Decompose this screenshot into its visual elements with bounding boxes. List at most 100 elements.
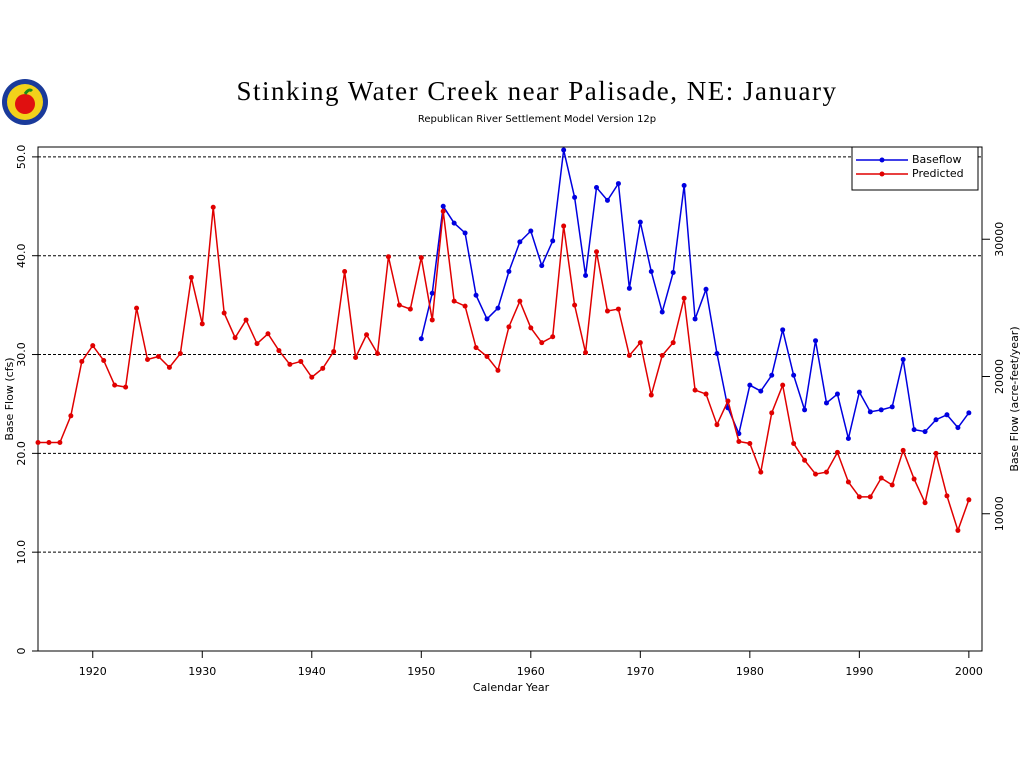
data-point bbox=[933, 417, 939, 423]
data-point bbox=[506, 324, 512, 330]
data-point bbox=[418, 255, 424, 261]
chart-title: Stinking Water Creek near Palisade, NE: … bbox=[237, 76, 838, 106]
data-point bbox=[517, 239, 523, 245]
data-point bbox=[758, 388, 764, 394]
data-point bbox=[615, 181, 621, 187]
legend-marker bbox=[879, 171, 885, 177]
data-point bbox=[714, 351, 720, 357]
data-point bbox=[714, 422, 720, 428]
data-point bbox=[528, 325, 534, 331]
data-point bbox=[626, 353, 632, 359]
data-point bbox=[637, 340, 643, 346]
data-point bbox=[79, 358, 85, 364]
data-point bbox=[955, 425, 961, 431]
data-point bbox=[834, 391, 840, 397]
data-point bbox=[199, 321, 205, 327]
x-tick-label: 1960 bbox=[517, 665, 545, 678]
x-tick-label: 1920 bbox=[79, 665, 107, 678]
data-point bbox=[670, 340, 676, 346]
data-point bbox=[834, 449, 840, 455]
data-point bbox=[418, 336, 424, 342]
data-point bbox=[342, 269, 348, 275]
data-point bbox=[944, 412, 950, 418]
data-point bbox=[670, 270, 676, 276]
data-point bbox=[473, 292, 479, 298]
data-point bbox=[539, 263, 545, 269]
plot-frame bbox=[37, 146, 983, 652]
data-point bbox=[309, 374, 315, 380]
data-point bbox=[583, 350, 589, 356]
y-tick-label: 20.0 bbox=[15, 441, 28, 466]
data-point bbox=[769, 372, 775, 378]
y-axis-label: Base Flow (cfs) bbox=[3, 357, 16, 440]
data-point bbox=[561, 147, 567, 153]
legend-marker bbox=[879, 157, 885, 163]
data-point bbox=[856, 389, 862, 395]
data-point bbox=[166, 364, 172, 370]
x-axis-label: Calendar Year bbox=[473, 681, 550, 694]
data-point bbox=[878, 407, 884, 413]
data-point bbox=[528, 228, 534, 234]
data-point bbox=[572, 302, 578, 308]
data-point bbox=[955, 527, 961, 533]
data-point bbox=[462, 230, 468, 236]
data-point bbox=[922, 429, 928, 435]
data-point bbox=[802, 457, 808, 463]
data-point bbox=[101, 357, 107, 363]
data-point bbox=[155, 354, 161, 360]
x-tick-label: 1990 bbox=[845, 665, 873, 678]
data-point bbox=[791, 440, 797, 446]
data-point bbox=[791, 372, 797, 378]
data-point bbox=[648, 269, 654, 275]
y-tick-label: 30.0 bbox=[15, 342, 28, 367]
data-point bbox=[889, 482, 895, 488]
y-tick-label: 10.0 bbox=[15, 540, 28, 565]
data-point bbox=[254, 341, 260, 347]
x-tick-label: 2000 bbox=[955, 665, 983, 678]
data-point bbox=[276, 348, 282, 354]
data-point bbox=[462, 303, 468, 309]
data-point bbox=[320, 365, 326, 371]
legend-box bbox=[851, 146, 979, 191]
y-tick-label: 40.0 bbox=[15, 243, 28, 267]
data-point bbox=[583, 272, 589, 278]
data-point bbox=[692, 387, 698, 393]
data-point bbox=[331, 349, 337, 355]
data-point bbox=[823, 400, 829, 406]
data-point bbox=[353, 354, 359, 360]
data-point bbox=[145, 356, 151, 362]
data-point bbox=[966, 410, 972, 416]
data-point bbox=[769, 410, 775, 416]
data-point bbox=[889, 404, 895, 410]
data-point bbox=[594, 249, 600, 255]
data-point bbox=[845, 436, 851, 442]
data-point bbox=[604, 197, 610, 203]
data-point bbox=[473, 345, 479, 351]
y2-tick-label: 20000 bbox=[993, 359, 1006, 394]
data-point bbox=[221, 310, 227, 316]
data-point bbox=[440, 203, 446, 209]
data-point bbox=[298, 358, 304, 364]
data-point bbox=[57, 439, 63, 445]
y2-tick-label: 30000 bbox=[993, 222, 1006, 257]
y-tick-label: 50.0 bbox=[15, 145, 28, 170]
data-point bbox=[747, 382, 753, 388]
data-point bbox=[867, 494, 873, 500]
data-point bbox=[68, 413, 74, 419]
data-point bbox=[802, 407, 808, 413]
data-point bbox=[911, 427, 917, 433]
data-point bbox=[944, 493, 950, 499]
logo bbox=[2, 79, 48, 125]
data-point bbox=[933, 450, 939, 456]
data-point bbox=[561, 223, 567, 229]
data-point bbox=[539, 340, 545, 346]
data-point bbox=[396, 302, 402, 308]
data-point bbox=[856, 494, 862, 500]
y2-tick-label: 10000 bbox=[993, 496, 1006, 531]
x-tick-label: 1940 bbox=[298, 665, 326, 678]
data-point bbox=[265, 331, 271, 337]
data-point bbox=[703, 391, 709, 397]
data-point bbox=[637, 219, 643, 225]
